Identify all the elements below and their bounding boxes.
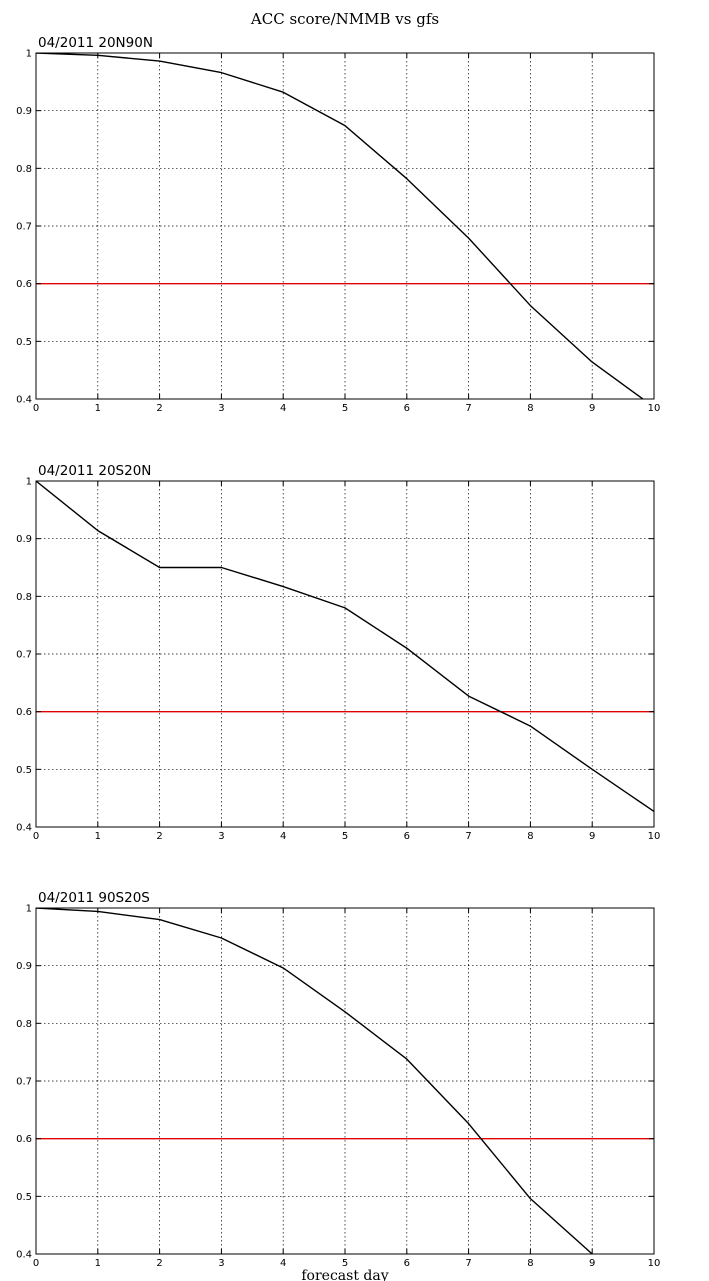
y-tick-label: 0.5 [16, 765, 32, 776]
x-tick-label: 7 [465, 1258, 471, 1269]
x-tick-label: 5 [342, 403, 348, 414]
x-tick-label: 7 [465, 831, 471, 842]
x-tick-label: 1 [95, 1258, 101, 1269]
chart-panel-2: 04/2011 20S20N 0 1 2 3 4 5 6 7 8 9 10 0.4 0.5 0.6 0.7 0.… [16, 463, 660, 842]
x-tick-label: 8 [527, 1258, 533, 1269]
x-tick-label: 5 [342, 831, 348, 842]
y-tick-label: 0.9 [16, 534, 32, 545]
x-tick-label: 10 [648, 403, 661, 414]
y-tick-label: 0.8 [16, 164, 32, 175]
series-line-1 [36, 53, 645, 399]
y-tick-label: 0.5 [16, 337, 32, 348]
y-tick-label: 0.8 [16, 592, 32, 603]
y-tick-label: 0.5 [16, 1192, 32, 1203]
figure-title: ACC score/NMMB vs gfs [250, 10, 439, 28]
x-tick-label: 10 [648, 831, 661, 842]
x-tick-label: 2 [156, 403, 162, 414]
x-tick-label: 4 [280, 403, 286, 414]
chart-panel-1: 04/2011 20N90N 0 1 2 3 4 5 6 7 8 9 10 0.4 0.5 0.6 0.7 0.… [16, 35, 660, 414]
x-tick-label: 1 [95, 831, 101, 842]
x-tick-label: 3 [218, 831, 224, 842]
y-tick-label: 0.9 [16, 106, 32, 117]
y-tick-label: 0.7 [16, 222, 32, 233]
x-tick-label: 9 [589, 831, 595, 842]
x-tick-label: 3 [218, 1258, 224, 1269]
x-tick-label: 6 [404, 1258, 410, 1269]
series-line-1 [36, 908, 594, 1254]
y-tick-label: 0.6 [16, 707, 32, 718]
x-tick-label: 6 [404, 403, 410, 414]
x-axis-label: forecast day [301, 1268, 388, 1281]
x-tick-label: 2 [156, 1258, 162, 1269]
y-tick-label: 0.8 [16, 1019, 32, 1030]
y-tick-label: 1 [26, 49, 32, 60]
x-tick-label: 1 [95, 403, 101, 414]
x-tick-label: 9 [589, 1258, 595, 1269]
y-tick-label: 0.4 [16, 823, 32, 834]
y-tick-label: 0.6 [16, 279, 32, 290]
chart-panel-3: 04/2011 90S20S 0 1 2 3 4 5 6 7 8 9 10 0.4 0.5 0.6 0.7 0.… [16, 890, 661, 1269]
x-tick-label: 0 [33, 831, 39, 842]
x-tick-label: 7 [465, 403, 471, 414]
x-tick-label: 8 [527, 831, 533, 842]
x-tick-label: 10 [648, 1258, 661, 1269]
x-tick-label: 2 [156, 831, 162, 842]
series-line-1 [36, 481, 654, 813]
y-tick-label: 0.4 [16, 1250, 32, 1261]
x-tick-label: 3 [218, 403, 224, 414]
y-tick-label: 0.6 [16, 1134, 32, 1145]
y-tick-label: 0.4 [16, 395, 32, 406]
panel-title: 04/2011 20S20N [38, 463, 151, 479]
panel-title: 04/2011 20N90N [38, 35, 153, 51]
x-tick-label: 6 [404, 831, 410, 842]
x-tick-label: 8 [527, 403, 533, 414]
y-tick-label: 1 [26, 477, 32, 488]
x-tick-label: 4 [280, 831, 286, 842]
y-tick-label: 0.7 [16, 1077, 32, 1088]
x-tick-label: 0 [33, 403, 39, 414]
x-tick-label: 5 [342, 1258, 348, 1269]
panel-title: 04/2011 90S20S [38, 890, 150, 906]
x-tick-label: 9 [589, 403, 595, 414]
y-tick-label: 0.9 [16, 961, 32, 972]
x-tick-label: 0 [33, 1258, 39, 1269]
y-tick-label: 1 [26, 904, 32, 915]
x-tick-label: 4 [280, 1258, 286, 1269]
y-tick-label: 0.7 [16, 650, 32, 661]
